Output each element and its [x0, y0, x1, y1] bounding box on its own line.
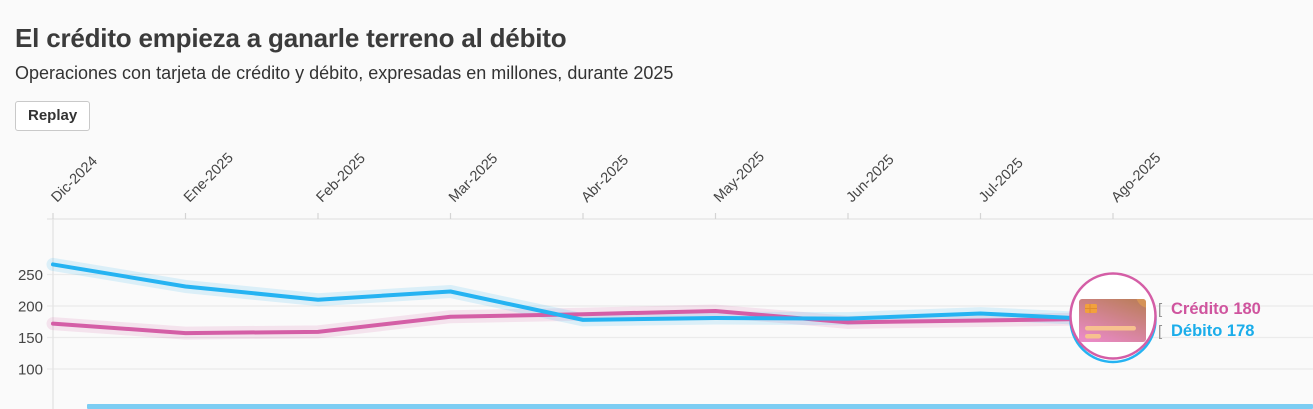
y-axis-label: 250 — [18, 267, 43, 284]
page-title: El crédito empieza a ganarle terreno al … — [15, 23, 567, 53]
y-axis-label: 150 — [18, 330, 43, 347]
end-label-bracket: [ — [1158, 323, 1163, 340]
x-axis-label: Dic-2024 — [49, 153, 101, 205]
card-corner-decoration — [1136, 299, 1146, 308]
x-axis-label: Feb-2025 — [314, 151, 369, 206]
end-label-crédito: Crédito 180 — [1171, 300, 1261, 318]
y-axis-label: 100 — [18, 362, 43, 379]
series-band-débito — [46, 257, 1120, 327]
end-label-bracket: [ — [1158, 301, 1163, 318]
y-axis-label: 200 — [18, 299, 43, 316]
end-label-débito: Débito 178 — [1171, 322, 1254, 340]
x-axis-label: Ago-2025 — [1109, 150, 1165, 206]
series-line-débito — [51, 262, 1115, 322]
card-chip — [1085, 304, 1097, 313]
x-axis-label: Ene-2025 — [181, 150, 237, 206]
credit-card-badge — [1069, 272, 1157, 364]
x-axis-label: Mar-2025 — [446, 151, 501, 206]
replay-button[interactable]: Replay — [15, 100, 91, 131]
series-line-crédito — [51, 309, 1115, 336]
page-subtitle: Operaciones con tarjeta de crédito y déb… — [15, 62, 674, 83]
badge-ring-debito — [1069, 275, 1157, 364]
card-stripe-short — [1085, 334, 1101, 339]
card-stripe-long — [1085, 326, 1136, 331]
x-axis-label: May-2025 — [711, 149, 768, 206]
replay-progress-bar — [87, 404, 1313, 409]
x-axis-label: Jul-2025 — [976, 155, 1027, 206]
x-axis-label: Abr-2025 — [579, 152, 632, 205]
badge-ring-credito — [1069, 272, 1157, 360]
series-band-crédito — [46, 304, 1120, 340]
chart-header: El crédito empieza a ganarle terreno al … — [15, 0, 673, 131]
x-axis-label: Jun-2025 — [844, 152, 898, 206]
credit-card-icon — [1079, 299, 1146, 342]
